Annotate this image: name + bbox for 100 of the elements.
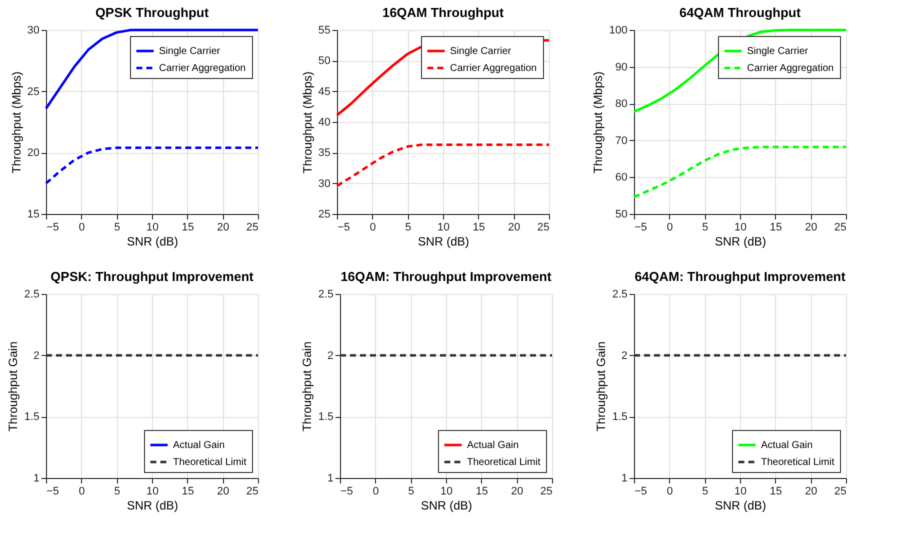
y-axis-title: Throughput Gain bbox=[6, 341, 20, 432]
x-tick-label: 10 bbox=[734, 222, 747, 234]
x-tick-label: 15 bbox=[182, 486, 194, 498]
y-axis-title: Throughput (Mbps) bbox=[591, 71, 606, 174]
x-tick-label: 0 bbox=[78, 486, 85, 498]
x-tick-label: 5 bbox=[405, 222, 412, 234]
x-tick-label: 25 bbox=[246, 486, 258, 498]
y-tick-label: 60 bbox=[615, 172, 628, 184]
legend-label: Carrier Aggregation bbox=[747, 63, 834, 74]
x-tick-label: 15 bbox=[182, 222, 194, 234]
x-tick-label: 25 bbox=[540, 486, 552, 498]
y-tick-label: 20 bbox=[27, 147, 40, 160]
x-axis-title: SNR (dB) bbox=[418, 234, 470, 248]
x-tick-label: 25 bbox=[834, 486, 846, 498]
y-tick-label: 70 bbox=[615, 134, 628, 147]
x-tick-label: 0 bbox=[666, 222, 673, 234]
y-tick-label: 50 bbox=[318, 55, 330, 68]
x-tick-label: 20 bbox=[805, 486, 818, 498]
x-tick-label: −5 bbox=[338, 222, 350, 234]
x-tick-label: −5 bbox=[634, 222, 648, 234]
x-tick-label: 15 bbox=[476, 486, 488, 498]
y-axis-title: Throughput (Mbps) bbox=[300, 71, 314, 174]
x-tick-label: 5 bbox=[702, 222, 708, 234]
y-tick-label: 1.5 bbox=[318, 411, 334, 424]
x-tick-label: 25 bbox=[537, 222, 550, 234]
x-tick-label: 5 bbox=[408, 486, 414, 498]
y-axis-title: Throughput Gain bbox=[300, 341, 314, 432]
y-tick-label: 2 bbox=[33, 350, 40, 362]
y-tick-label: 90 bbox=[615, 61, 628, 74]
x-tick-label: −5 bbox=[46, 486, 60, 498]
x-axis-title: SNR (dB) bbox=[714, 234, 766, 248]
legend-label: Single Carrier bbox=[159, 46, 221, 57]
y-axis-title: Throughput (Mbps) bbox=[9, 71, 24, 174]
y-tick-label: 1.5 bbox=[612, 411, 628, 424]
line-series bbox=[44, 146, 260, 185]
legend-label: Actual Gain bbox=[761, 440, 813, 451]
x-tick-label: −5 bbox=[634, 486, 648, 498]
y-tick-label: 2 bbox=[327, 350, 334, 362]
x-tick-label: 10 bbox=[146, 222, 159, 234]
y-tick-label: 40 bbox=[318, 116, 330, 128]
y-tick-label: 35 bbox=[318, 147, 330, 160]
x-tick-label: 0 bbox=[370, 222, 376, 234]
y-axis-title: Throughput Gain bbox=[594, 341, 608, 432]
legend-label: Single Carrier bbox=[747, 46, 809, 57]
y-tick-label: 55 bbox=[318, 24, 330, 36]
legend-label: Actual Gain bbox=[173, 440, 225, 451]
x-tick-label: −5 bbox=[340, 486, 354, 498]
legend-label: Single Carrier bbox=[450, 46, 512, 57]
y-tick-label: 25 bbox=[318, 208, 330, 220]
y-tick-label: 1 bbox=[621, 472, 628, 484]
x-tick-label: 20 bbox=[508, 222, 520, 234]
y-tick-label: 25 bbox=[27, 86, 40, 98]
x-tick-label: 10 bbox=[146, 486, 159, 498]
x-tick-label: 5 bbox=[114, 222, 120, 234]
x-axis-title: SNR (dB) bbox=[420, 498, 472, 512]
y-tick-label: 45 bbox=[318, 86, 330, 98]
y-tick-label: 2.5 bbox=[24, 288, 40, 300]
legend-label: Theoretical Limit bbox=[467, 457, 541, 468]
y-tick-label: 80 bbox=[615, 98, 628, 110]
x-axis-title: SNR (dB) bbox=[714, 498, 766, 512]
x-tick-label: 15 bbox=[770, 486, 782, 498]
chart-title: 16QAM Throughput bbox=[382, 5, 504, 20]
legend-label: Theoretical Limit bbox=[761, 457, 835, 468]
legend-label: Carrier Aggregation bbox=[450, 63, 537, 74]
y-tick-label: 30 bbox=[27, 24, 40, 36]
x-tick-label: 5 bbox=[114, 486, 120, 498]
x-tick-label: 10 bbox=[437, 222, 450, 234]
x-tick-label: −5 bbox=[46, 222, 60, 234]
x-tick-label: 20 bbox=[511, 486, 524, 498]
line-series bbox=[336, 143, 550, 188]
y-tick-label: 2.5 bbox=[318, 288, 334, 300]
y-tick-label: 1 bbox=[33, 472, 40, 484]
legend-label: Actual Gain bbox=[467, 440, 519, 451]
chart-title: 16QAM: Throughput Improvement bbox=[340, 269, 552, 284]
y-tick-label: 30 bbox=[318, 178, 330, 190]
x-tick-label: 20 bbox=[217, 486, 230, 498]
x-tick-label: 0 bbox=[372, 486, 379, 498]
x-tick-label: 20 bbox=[805, 222, 818, 234]
x-axis-title: SNR (dB) bbox=[126, 234, 178, 248]
x-tick-label: 5 bbox=[702, 486, 708, 498]
y-tick-label: 2 bbox=[621, 350, 628, 362]
x-tick-label: 10 bbox=[734, 486, 747, 498]
y-tick-label: 1 bbox=[327, 472, 334, 484]
x-tick-label: 0 bbox=[666, 486, 673, 498]
legend-label: Theoretical Limit bbox=[173, 457, 247, 468]
y-tick-label: 1.5 bbox=[24, 411, 40, 424]
y-tick-label: 2.5 bbox=[612, 288, 628, 300]
x-tick-label: 0 bbox=[78, 222, 85, 234]
x-tick-label: 20 bbox=[217, 222, 230, 234]
x-tick-label: 15 bbox=[472, 222, 485, 234]
line-series bbox=[44, 28, 260, 110]
x-tick-label: 25 bbox=[246, 222, 258, 234]
chart-title: 64QAM Throughput bbox=[679, 5, 802, 20]
y-tick-label: 15 bbox=[27, 208, 40, 220]
x-tick-label: 15 bbox=[770, 222, 782, 234]
x-tick-label: 10 bbox=[440, 486, 453, 498]
chart-title: 64QAM: Throughput Improvement bbox=[634, 269, 846, 284]
chart-title: QPSK: Throughput Improvement bbox=[50, 269, 254, 284]
y-tick-label: 100 bbox=[609, 24, 628, 36]
chart-title: QPSK Throughput bbox=[95, 5, 210, 20]
